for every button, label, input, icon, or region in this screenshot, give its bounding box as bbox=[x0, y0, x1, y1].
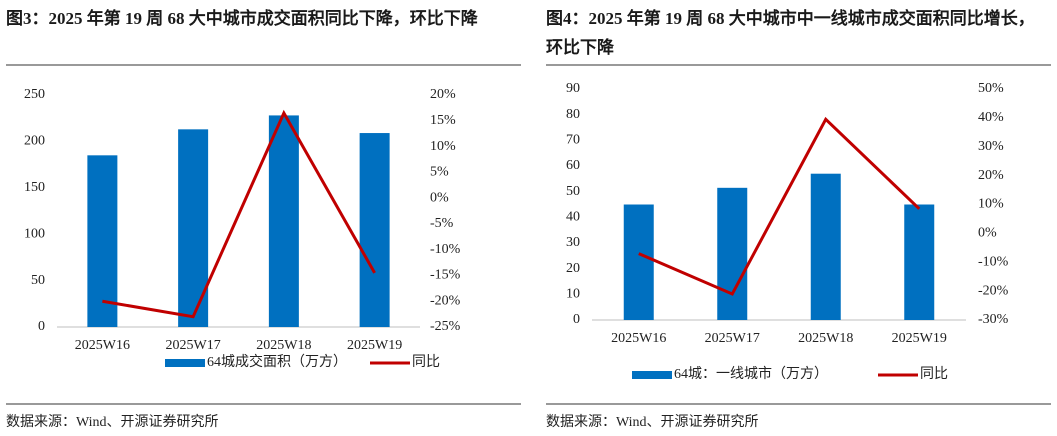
bar bbox=[178, 129, 209, 327]
y2-tick-label: -15% bbox=[430, 268, 461, 283]
legend-label: 64城成交面积（万方） bbox=[207, 353, 347, 370]
bar bbox=[623, 204, 654, 320]
x-tick-label: 2025W18 bbox=[256, 338, 311, 353]
bar bbox=[268, 115, 299, 327]
y-tick-label: 250 bbox=[24, 87, 45, 102]
legend-label: 同比 bbox=[412, 354, 440, 370]
y-tick-label: 30 bbox=[566, 235, 580, 250]
y-tick-label: 50 bbox=[31, 273, 45, 288]
bar bbox=[359, 133, 390, 327]
x-tick-label: 2025W17 bbox=[705, 331, 760, 346]
y-tick-label: 40 bbox=[566, 210, 580, 225]
y2-tick-label: 5% bbox=[430, 165, 449, 180]
y2-tick-label: 10% bbox=[430, 139, 456, 154]
y2-tick-label: -25% bbox=[430, 319, 461, 334]
y-tick-label: 60 bbox=[566, 158, 580, 173]
y2-tick-label: 10% bbox=[978, 197, 1004, 212]
x-tick-label: 2025W19 bbox=[347, 338, 402, 353]
y2-tick-label: 20% bbox=[430, 87, 456, 102]
line-series bbox=[102, 109, 376, 319]
chart-title: 图3：2025 年第 19 周 68 大中城市成交面积同比下降，环比下降 bbox=[6, 9, 478, 28]
y2-tick-label: -10% bbox=[430, 242, 461, 257]
y2-tick-label: 0% bbox=[978, 226, 997, 241]
x-tick-label: 2025W17 bbox=[166, 338, 221, 353]
y-tick-label: 80 bbox=[566, 107, 580, 122]
y2-tick-label: -10% bbox=[978, 254, 1009, 269]
y2-tick-label: -20% bbox=[978, 283, 1009, 298]
source-note: 数据来源：Wind、开源证券研究所 bbox=[6, 415, 219, 430]
y-tick-label: 70 bbox=[566, 133, 580, 148]
y-tick-label: 150 bbox=[24, 180, 45, 195]
legend-label: 同比 bbox=[920, 366, 948, 382]
y-tick-label: 100 bbox=[24, 226, 45, 241]
y2-tick-label: -30% bbox=[978, 312, 1009, 327]
y-tick-label: 50 bbox=[566, 184, 580, 199]
line-series bbox=[638, 116, 921, 296]
y2-tick-label: -5% bbox=[430, 216, 454, 231]
bar bbox=[87, 155, 118, 327]
y-tick-label: 200 bbox=[24, 134, 45, 149]
legend-swatch bbox=[632, 371, 672, 379]
x-tick-label: 2025W18 bbox=[798, 331, 853, 346]
y2-tick-label: 0% bbox=[430, 190, 449, 205]
bar bbox=[904, 204, 935, 320]
y-tick-label: 20 bbox=[566, 261, 580, 276]
x-tick-label: 2025W19 bbox=[892, 331, 947, 346]
bar bbox=[810, 173, 841, 320]
legend-swatch bbox=[165, 359, 205, 367]
chart-title: 图4：2025 年第 19 周 68 大中城市中一线城市成交面积同比增长，环比下… bbox=[546, 9, 1035, 57]
y-tick-label: 0 bbox=[573, 312, 580, 327]
bar bbox=[717, 187, 748, 320]
y2-tick-label: 15% bbox=[430, 113, 456, 128]
y2-tick-label: 50% bbox=[978, 81, 1004, 96]
y2-tick-label: 30% bbox=[978, 139, 1004, 154]
y2-tick-label: -20% bbox=[430, 293, 461, 308]
x-tick-label: 2025W16 bbox=[611, 331, 666, 346]
y-tick-label: 10 bbox=[566, 287, 580, 302]
y-tick-label: 90 bbox=[566, 81, 580, 96]
x-tick-label: 2025W16 bbox=[75, 338, 130, 353]
y2-tick-label: 20% bbox=[978, 168, 1004, 183]
legend-label: 64城：一线城市（万方） bbox=[674, 365, 828, 382]
source-note: 数据来源：Wind、开源证券研究所 bbox=[546, 415, 759, 430]
y2-tick-label: 40% bbox=[978, 110, 1004, 125]
y-tick-label: 0 bbox=[38, 319, 45, 334]
